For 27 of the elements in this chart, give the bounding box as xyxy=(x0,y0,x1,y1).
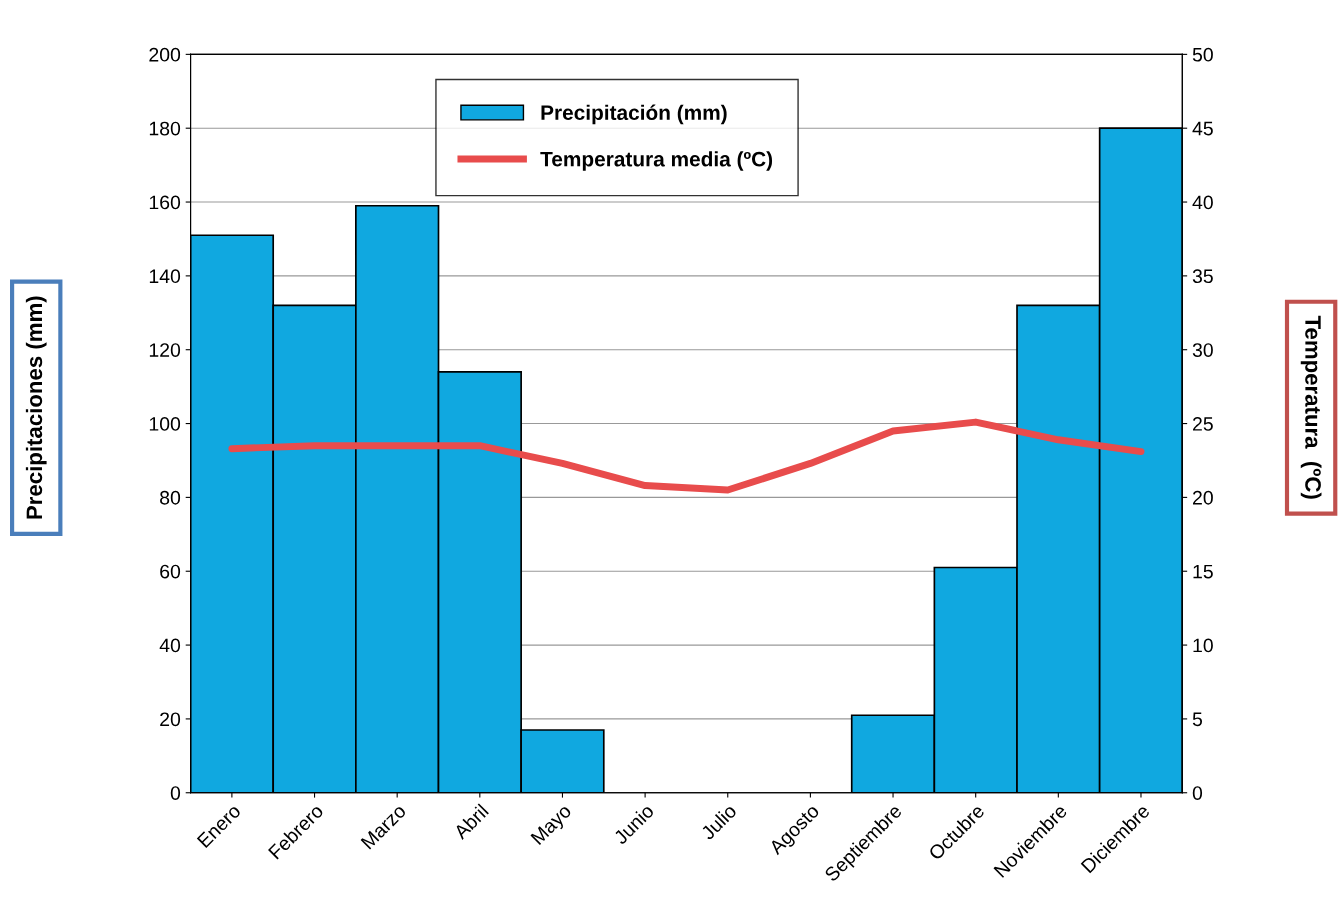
y-axis-title: Precipitaciones (mm) xyxy=(25,296,47,519)
y2-tick-label: 30 xyxy=(1192,343,1213,357)
y2-tick-label: 50 xyxy=(1192,47,1213,62)
y-tick-label: 20 xyxy=(160,712,181,727)
y-tick-label: 120 xyxy=(149,343,181,357)
y2-tick-label: 15 xyxy=(1193,564,1213,579)
y2-tick-label: 5 xyxy=(1192,712,1203,727)
legend-label: Temperatura media (ºC) xyxy=(540,151,773,171)
x-tick-label: Julio xyxy=(699,803,738,841)
y-tick-label: 160 xyxy=(149,195,181,210)
y2-tick-label: 0 xyxy=(1192,786,1203,800)
y-tick-label: 140 xyxy=(149,269,181,284)
y-tick-label: 40 xyxy=(159,638,181,653)
y2-axis-title: Temperatura (ºC) xyxy=(1300,315,1322,499)
y-tick-label: 0 xyxy=(170,786,181,800)
y-tick-label: 200 xyxy=(149,47,181,62)
y-tick-label: 180 xyxy=(149,121,181,136)
y2-tick-label: 25 xyxy=(1193,417,1213,431)
y-tick-label: 80 xyxy=(160,490,181,505)
y2-tick-label: 10 xyxy=(1193,638,1213,653)
y2-tick-label: 45 xyxy=(1192,121,1213,136)
y2-tick-label: 35 xyxy=(1192,269,1213,284)
y2-tick-label: 20 xyxy=(1193,490,1213,505)
y-tick-label: 60 xyxy=(160,564,181,579)
legend-label: Precipitación (mm) xyxy=(541,104,727,125)
y2-tick-label: 40 xyxy=(1192,195,1213,210)
y-tick-label: 100 xyxy=(149,417,181,431)
